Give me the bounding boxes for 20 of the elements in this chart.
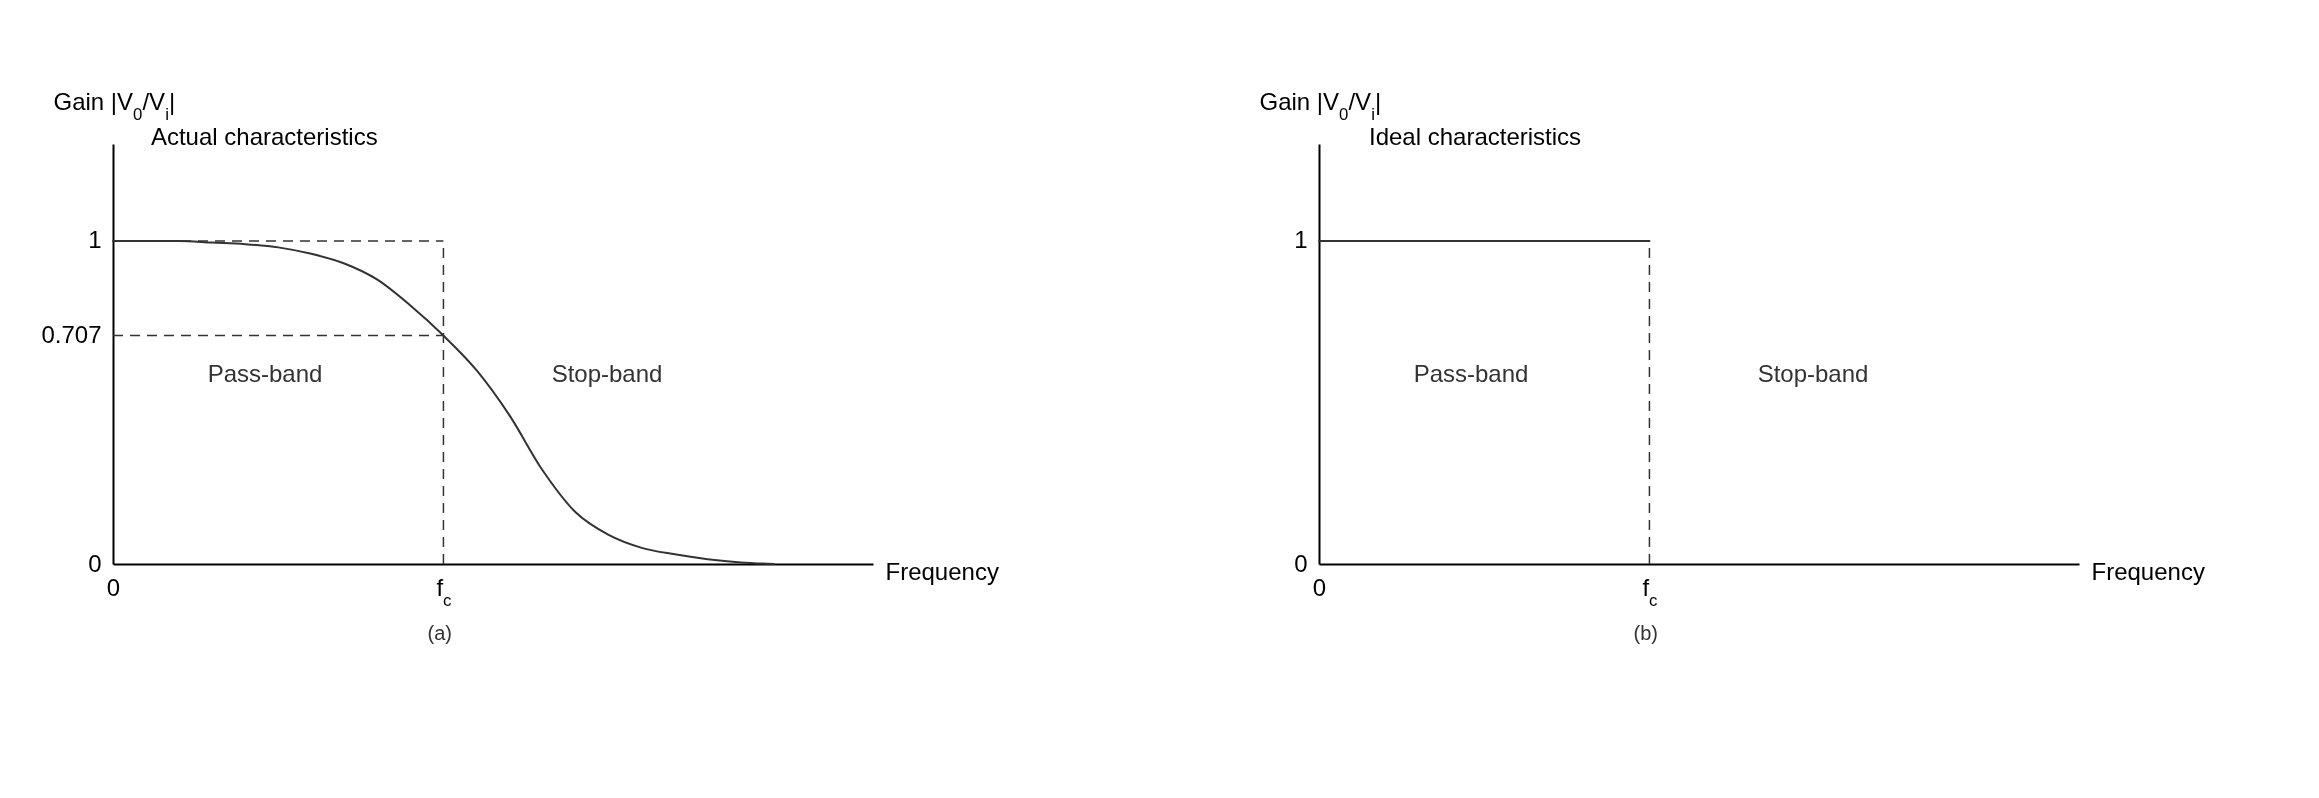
x-axis-title: Frequency xyxy=(2091,557,2205,585)
x-axis-title: Frequency xyxy=(885,557,999,585)
annotation: Pass-band xyxy=(207,360,323,387)
x-tick-label: 0 xyxy=(106,573,121,601)
annotation: Stop-band xyxy=(551,360,663,387)
x-tick-label: 0 xyxy=(1312,573,1327,601)
y-axis-title: Gain |V$_{0}$/V$_{i}$| xyxy=(1259,87,1382,123)
x-tick-label: f$_{c}$ xyxy=(1642,573,1658,609)
y-tick-label: 1 xyxy=(1294,226,1308,254)
y-tick-label: 1 xyxy=(88,226,102,254)
x-tick-label: f$_{c}$ xyxy=(436,573,452,609)
text: (a) xyxy=(427,622,453,644)
y-tick-label: 0 xyxy=(88,549,102,577)
annotation: Stop-band xyxy=(1757,360,1869,387)
y-axis-title: Gain |V$_{0}$/V$_{i}$| xyxy=(53,87,176,123)
chart-title: Ideal characteristics xyxy=(1369,123,1582,150)
chart-title: Actual characteristics xyxy=(150,123,378,150)
text: (b) xyxy=(1633,622,1659,644)
annotation: Pass-band xyxy=(1413,360,1529,387)
y-tick-label: 0.707 xyxy=(41,321,102,349)
